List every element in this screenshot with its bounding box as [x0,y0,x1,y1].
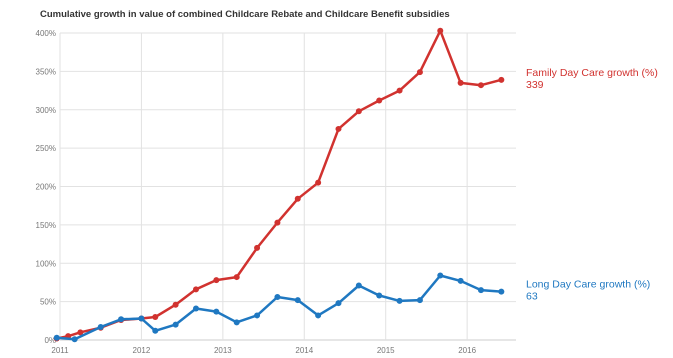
data-point [315,179,322,186]
data-point [152,327,159,334]
series-0 [53,27,505,342]
data-point [213,308,220,315]
x-tick-label: 2014 [295,346,313,355]
data-point [172,301,179,308]
data-point [233,319,240,326]
data-point [213,277,220,284]
data-point [77,329,84,336]
data-point [274,219,281,226]
x-tick-label: 2016 [458,346,476,355]
series-line [55,274,503,341]
x-tick-label: 2015 [377,346,395,355]
data-point [118,316,125,323]
data-point [396,87,403,94]
y-tick-label: 250% [36,144,56,153]
axis-labels: 0% 50% 100% 150% 200% 250% 300% 350% 400% 2011 201… [36,29,477,355]
y-tick-label: 100% [36,259,56,268]
y-tick-label: 50% [40,298,56,307]
series-line [55,29,503,340]
y-tick-label: 300% [36,106,56,115]
data-point [355,108,362,115]
y-tick-label: 0% [44,336,56,345]
data-point [396,297,403,304]
data-point [274,294,281,301]
series [53,27,505,343]
data-point [437,27,444,34]
data-point [53,334,60,341]
series-name-label: Family Day Care growth (%) [526,67,658,79]
gridlines [59,32,516,341]
x-tick-label: 2011 [51,346,69,355]
data-point [172,321,179,328]
data-point [192,305,199,312]
y-tick-label: 350% [36,67,56,76]
data-point [315,312,322,319]
data-point [457,79,464,86]
y-tick-label: 400% [36,29,56,38]
data-point [437,272,444,279]
data-point [192,286,199,293]
data-point [233,274,240,281]
data-point [254,312,261,319]
data-point [477,287,484,294]
data-point [416,297,423,304]
x-tick-label: 2012 [133,346,151,355]
data-point [376,292,383,299]
data-point [416,69,423,76]
data-point [376,97,383,104]
y-tick-label: 150% [36,221,56,230]
chart-title: Cumulative growth in value of combined C… [40,9,450,20]
series-end-value-label: 63 [526,291,538,303]
data-point [335,125,342,132]
series-labels: Family Day Care growth (%)339 Long Day Ca… [526,67,658,303]
data-point [477,82,484,89]
y-tick-label: 200% [36,183,56,192]
data-point [294,195,301,202]
data-point [498,288,505,295]
data-point [254,244,261,251]
series-name-label: Long Day Care growth (%) [526,279,650,291]
data-point [138,315,145,322]
data-point [294,297,301,304]
data-point [152,313,159,320]
data-point [457,277,464,284]
data-point [498,76,505,83]
series-1 [53,272,505,343]
x-tick-label: 2013 [214,346,232,355]
data-point [97,323,104,330]
data-point [71,336,78,343]
data-point [335,300,342,307]
data-point [355,282,362,289]
series-end-value-label: 339 [526,79,544,91]
